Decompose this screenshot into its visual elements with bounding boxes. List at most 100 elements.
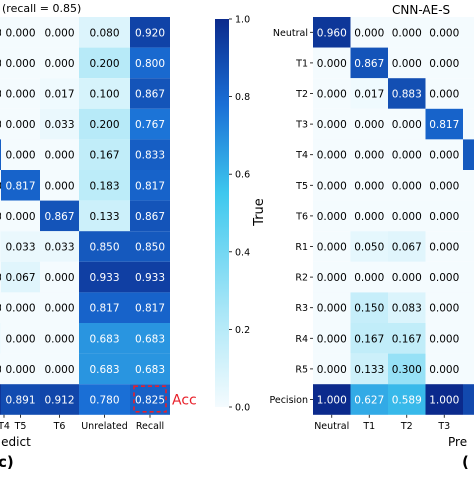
colorbar-gradient <box>215 19 229 407</box>
heatmap-cell <box>388 17 426 48</box>
cell-value-label: 0.033 <box>5 242 35 254</box>
y-tick-label: R1 <box>295 242 308 253</box>
heatmap-cell <box>388 47 426 79</box>
cell-value-label: 0.683 <box>135 364 165 376</box>
cell-value-label: 0.912 <box>44 395 74 407</box>
heatmap-cell <box>0 47 1 79</box>
colorbar: 1.0 0.8 0.6 0.4 0.2 0.0 <box>215 15 250 414</box>
cell-value-label: 0.000 <box>5 89 35 101</box>
heatmap-cell <box>79 200 130 232</box>
heatmap-cell <box>388 231 426 262</box>
heatmap-cell <box>463 200 474 232</box>
heatmap-cell <box>463 384 474 415</box>
right-heatmap: CNN-AE-S 0.960 0.000 0.000 0.000 Neutral 0.000… <box>252 3 474 471</box>
cell-value-label: 0.000 <box>429 364 459 376</box>
heatmap-cell <box>40 384 79 415</box>
cell-value-label: 0.000 <box>429 211 459 223</box>
cell-value-label: 0.933 <box>135 272 165 284</box>
heatmap-cell <box>1 353 40 385</box>
y-tick-label: R4 <box>295 334 308 345</box>
heatmap-cell <box>425 78 463 109</box>
cell-value-label: 0.200 <box>89 119 119 131</box>
cell-value-label: 0.000 <box>317 150 347 162</box>
cell-value-label: 1.000 <box>429 395 459 407</box>
cell-value-label: 0.000 <box>392 58 422 70</box>
cell-value-label: 0.000 <box>392 119 422 131</box>
heatmap-cell <box>313 231 351 262</box>
heatmap-cell <box>130 170 170 201</box>
y-tick-label: R3 <box>295 303 308 314</box>
cell-value-label: 0.000 <box>429 333 459 345</box>
colorbar-tick-label: 0.2 <box>235 325 250 336</box>
heatmap-cell <box>40 17 79 48</box>
cell-value-label: 0.000 <box>429 303 459 315</box>
heatmap-cell <box>0 170 1 201</box>
heatmap-cell <box>0 108 1 140</box>
x-tick-label: T3 <box>437 421 450 432</box>
cell-value-label: 0.850 <box>135 242 165 254</box>
cell-value-label: 0.017 <box>354 89 384 101</box>
y-axis-label: True <box>252 198 267 227</box>
y-tick-label: T2 <box>295 89 308 100</box>
y-tick-label: T3 <box>295 120 308 131</box>
heatmap-cell <box>313 17 351 48</box>
heatmap-cell <box>350 108 388 140</box>
cell-value-label: 0.000 <box>392 150 422 162</box>
cell-value-label: 0.817 <box>5 180 35 192</box>
heatmap-cell <box>1 384 40 415</box>
heatmap-cell <box>350 78 388 109</box>
heatmap-cell <box>0 78 1 109</box>
heatmap-cell <box>425 170 463 201</box>
cell-value-label: 0.867 <box>135 89 165 101</box>
colorbar-tick-label: 0.8 <box>235 92 250 103</box>
cell-value-label: 0.867 <box>135 211 165 223</box>
cell-value-label: 0.167 <box>89 150 119 162</box>
cell-value-label: 0.000 <box>317 211 347 223</box>
y-tick-label: T4 <box>295 150 308 161</box>
heatmap-cell <box>130 323 170 354</box>
cell-value-label: 0.183 <box>89 180 119 192</box>
heatmap-cell <box>313 200 351 232</box>
heatmap-cell <box>425 353 463 385</box>
cell-value-label: 0.150 <box>354 303 384 315</box>
heatmap-cell <box>40 261 79 293</box>
cell-value-label: 0.033 <box>44 242 74 254</box>
heatmap-cell <box>0 353 1 385</box>
heatmap-cell <box>313 292 351 323</box>
cell-value-label: 0.000 <box>5 303 35 315</box>
heatmap-cell <box>79 292 130 323</box>
cell-value-label: 0.000 <box>429 242 459 254</box>
heatmap-cell <box>130 353 170 385</box>
cell-value-label: 0.000 <box>317 180 347 192</box>
cell-value-label: 0.627 <box>354 395 384 407</box>
heatmap-cell <box>79 170 130 201</box>
cell-value-label: 0.000 <box>5 150 35 162</box>
heatmap-cell <box>1 139 40 170</box>
cell-value-label: 0.000 <box>5 364 35 376</box>
cell-value-label: 0.000 <box>429 58 459 70</box>
cell-value-label: 0.960 <box>317 27 347 39</box>
heatmap-cell <box>388 292 426 323</box>
cell-value-label: 0.817 <box>429 119 459 131</box>
cell-value-label: 0.000 <box>429 272 459 284</box>
heatmap-cell <box>425 292 463 323</box>
cell-value-label: 0.817 <box>89 303 119 315</box>
heatmap-cell <box>313 323 351 354</box>
cell-value-label: 0.167 <box>354 333 384 345</box>
heatmap-cell <box>463 323 474 354</box>
cell-value-label: 0.817 <box>135 180 165 192</box>
heatmap-cell <box>1 108 40 140</box>
heatmap-cell <box>40 231 79 262</box>
heatmap-cell <box>350 261 388 293</box>
y-tick-label: Neutral <box>273 28 308 39</box>
heatmap-cell <box>350 139 388 170</box>
cell-value-label: 0.000 <box>44 303 74 315</box>
heatmap-cell <box>463 139 474 170</box>
heatmap-cell <box>313 108 351 140</box>
cell-value-label: 0.883 <box>392 89 422 101</box>
cell-value-label: 0.850 <box>89 242 119 254</box>
heatmap-cell <box>1 170 40 201</box>
heatmap-cell <box>313 384 351 415</box>
heatmap-cell <box>79 78 130 109</box>
cell-value-label: 0.000 <box>317 364 347 376</box>
